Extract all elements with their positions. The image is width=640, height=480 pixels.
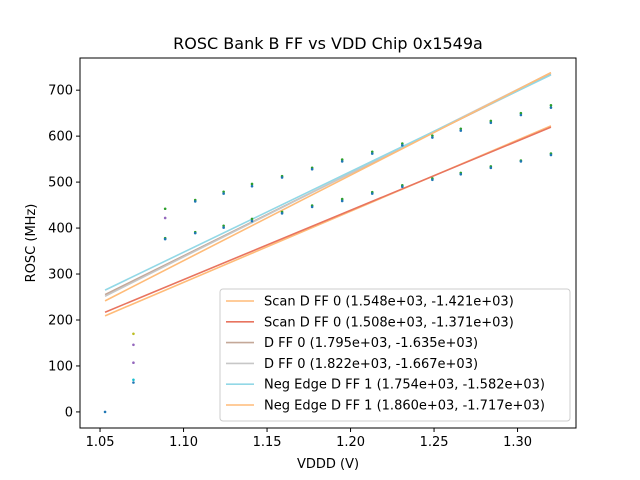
y-tick-label: 200 [48, 313, 73, 328]
scatter-point [222, 226, 225, 229]
scatter-point [370, 152, 374, 155]
scatter-point [193, 231, 197, 235]
scatter-point [489, 119, 493, 123]
y-axis: 0 100 200 300 400 500 600 700 [48, 84, 80, 420]
scatter-point [370, 192, 374, 195]
y-tick-label: 400 [48, 222, 73, 237]
scatter-point [431, 136, 434, 139]
scatter-point [310, 205, 314, 209]
scatter-point [549, 153, 553, 157]
scatter-point [280, 176, 284, 179]
scatter-point [103, 410, 107, 414]
y-tick-label: 0 [65, 405, 73, 420]
x-axis-label: VDDD (V) [297, 457, 359, 472]
scatter-point [489, 121, 493, 125]
scatter-point [250, 219, 254, 223]
y-axis-label: ROSC (MHz) [24, 204, 39, 283]
scatter-point [250, 184, 254, 188]
scatter-point [459, 172, 463, 176]
scatter-point [401, 144, 404, 147]
scatter-point [340, 160, 344, 163]
x-tick-label: 1.05 [86, 435, 115, 450]
scatter-point [132, 378, 135, 382]
x-tick-label: 1.30 [503, 435, 532, 450]
scatter-point [370, 150, 374, 154]
legend-box [219, 288, 571, 422]
scatter-point [519, 113, 523, 117]
y-tick-label: 100 [48, 359, 73, 374]
legend-label: Scan D FF 0 (1.508e+03, -1.371e+03) [264, 315, 514, 330]
legend-label: D FF 0 (1.795e+03, -1.635e+03) [264, 336, 478, 351]
scatter-point [163, 216, 167, 220]
scatter-point [132, 343, 135, 347]
scatter-point [401, 185, 404, 188]
fit-line-2 [104, 126, 552, 313]
scatter-point [132, 381, 135, 384]
fit-lines [104, 71, 552, 317]
x-tick-label: 1.15 [253, 435, 282, 450]
chart-title: ROSC Bank B FF vs VDD Chip 0x1549a [173, 34, 483, 53]
scatter-point [431, 134, 434, 137]
scatter-point [222, 190, 225, 194]
scatter-point [489, 166, 493, 170]
scatter-point [250, 182, 254, 186]
scatter-point [222, 224, 225, 228]
scatter-points [103, 104, 553, 414]
scatter-point [132, 361, 135, 365]
scatter-point [459, 127, 463, 131]
y-tick-label: 300 [48, 268, 73, 283]
scatter-point [401, 142, 404, 145]
scatter-point [459, 129, 463, 132]
legend-label: Neg Edge D FF 1 (1.860e+03, -1.717e+03) [264, 399, 545, 414]
scatter-point [340, 199, 344, 203]
y-tick-label: 500 [48, 176, 73, 191]
fit-line-6 [104, 71, 552, 302]
y-tick-label: 600 [48, 130, 73, 145]
scatter-point [519, 111, 523, 115]
scatter-point [163, 237, 167, 241]
y-tick-label: 700 [48, 84, 73, 99]
scatter-point [250, 217, 254, 221]
legend-label: D FF 0 (1.822e+03, -1.667e+03) [264, 357, 478, 372]
scatter-point [193, 200, 197, 203]
x-tick-label: 1.10 [169, 435, 198, 450]
x-axis: 1.05 1.10 1.15 1.20 1.25 1.30 [86, 428, 532, 450]
legend-label: Neg Edge D FF 1 (1.754e+03, -1.582e+03) [264, 378, 545, 393]
scatter-point [163, 207, 167, 211]
scatter-point [280, 212, 284, 215]
plot-frame [79, 57, 577, 429]
scatter-point [549, 106, 553, 109]
legend-label: Scan D FF 0 (1.548e+03, -1.421e+03) [264, 295, 514, 310]
scatter-point [132, 332, 135, 336]
x-tick-label: 1.20 [336, 435, 365, 450]
scatter-point [431, 178, 434, 182]
scatter-point [340, 158, 344, 161]
scatter-point [310, 167, 314, 171]
x-tick-label: 1.25 [420, 435, 449, 450]
scatter-point [519, 160, 523, 163]
scatter-point [340, 197, 344, 201]
scatter-point [549, 104, 553, 107]
legend: Scan D FF 0 (1.548e+03, -1.421e+03) Scan … [219, 288, 571, 422]
scatter-point [222, 192, 225, 195]
